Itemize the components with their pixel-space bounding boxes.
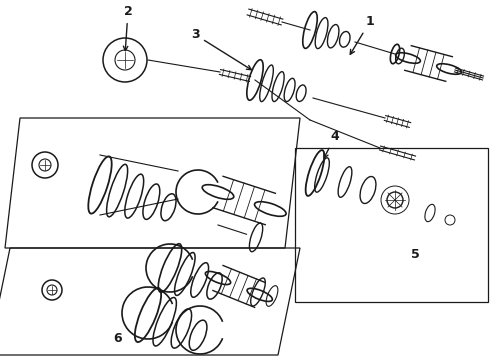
Text: 3: 3 [191, 28, 251, 70]
Text: 2: 2 [123, 5, 132, 51]
Circle shape [103, 38, 147, 82]
Circle shape [39, 159, 51, 171]
Circle shape [42, 280, 62, 300]
Circle shape [115, 50, 135, 70]
Text: 6: 6 [114, 332, 122, 345]
Text: 5: 5 [411, 248, 419, 261]
Circle shape [47, 285, 57, 295]
Text: 1: 1 [350, 15, 374, 54]
Text: 4: 4 [324, 130, 340, 158]
Circle shape [32, 152, 58, 178]
